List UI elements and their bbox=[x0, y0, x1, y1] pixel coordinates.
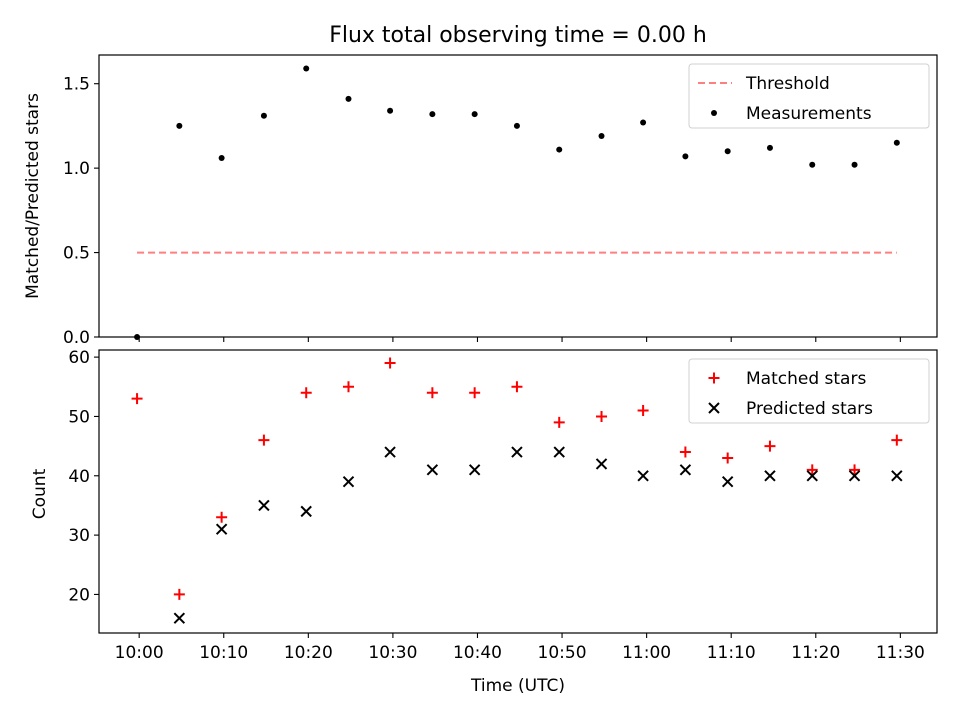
matched-point bbox=[553, 416, 565, 428]
y-tick-label: 60 bbox=[68, 348, 90, 368]
top-y-axis-label: Matched/Predicted stars bbox=[23, 93, 43, 299]
x-tick-label: 11:30 bbox=[876, 643, 925, 663]
bottom-y-axis-label: Count bbox=[30, 468, 50, 519]
matched-point bbox=[342, 381, 354, 393]
predicted-point bbox=[258, 499, 270, 512]
matched-point bbox=[384, 357, 396, 369]
matched-point bbox=[764, 440, 776, 452]
predicted-point bbox=[342, 476, 355, 488]
measurement-point bbox=[218, 155, 225, 162]
matched-point bbox=[173, 588, 185, 600]
matched-point bbox=[426, 387, 438, 399]
predicted-point bbox=[468, 464, 481, 476]
x-tick-label: 11:20 bbox=[791, 643, 840, 663]
matched-point bbox=[679, 446, 691, 458]
x-tick-label: 11:10 bbox=[707, 643, 756, 663]
measurement-point bbox=[724, 148, 731, 155]
y-tick-label: 0.5 bbox=[63, 244, 90, 264]
x-tick-label: 10:10 bbox=[199, 643, 248, 663]
legend-label: Predicted stars bbox=[746, 399, 873, 419]
measurement-point bbox=[176, 122, 183, 129]
measurement-point bbox=[640, 119, 647, 126]
y-tick-label: 30 bbox=[68, 526, 90, 546]
x-tick-label: 10:00 bbox=[115, 643, 164, 663]
legend: Matched stars Predicted stars bbox=[688, 358, 930, 424]
count-panel: 20 30 40 50 60 10:00 10:10 10:20 10:30 10:40 10:50… bbox=[68, 348, 938, 663]
predicted-point bbox=[806, 470, 818, 482]
predicted-point bbox=[764, 470, 776, 482]
x-tick-label: 10:50 bbox=[538, 643, 587, 663]
predicted-point bbox=[679, 464, 692, 476]
matched-point bbox=[469, 387, 481, 399]
legend-predicted-swatch bbox=[708, 402, 720, 414]
measurement-point bbox=[556, 146, 563, 153]
matched-point bbox=[806, 464, 818, 476]
matched-point bbox=[511, 381, 523, 393]
predicted-point bbox=[511, 446, 523, 458]
matched-point bbox=[258, 434, 270, 446]
predicted-point bbox=[848, 470, 861, 482]
measurement-point bbox=[471, 111, 478, 118]
legend-box bbox=[688, 63, 930, 129]
measurement-point bbox=[345, 95, 352, 102]
measurement-point bbox=[766, 144, 773, 151]
matched-point bbox=[891, 434, 903, 446]
legend-label: Threshold bbox=[745, 74, 830, 94]
measurement-point bbox=[513, 122, 520, 129]
x-tick-label: 10:30 bbox=[368, 643, 417, 663]
ratio-panel: 0.0 0.5 1.0 1.5 Threshold Measurements bbox=[63, 54, 938, 348]
matched-point bbox=[722, 452, 734, 464]
predicted-point bbox=[426, 464, 439, 476]
predicted-point bbox=[173, 612, 186, 624]
matched-point bbox=[849, 464, 861, 476]
measurement-point bbox=[851, 161, 858, 168]
x-tick-label: 10:20 bbox=[284, 643, 333, 663]
matched-point bbox=[131, 393, 143, 405]
predicted-point bbox=[384, 446, 396, 458]
measurement-point bbox=[598, 133, 605, 140]
measurement-point bbox=[260, 112, 267, 119]
chart-title: Flux total observing time = 0.00 h bbox=[329, 23, 707, 48]
predicted-point bbox=[595, 458, 608, 470]
y-tick-label: 40 bbox=[68, 467, 90, 487]
x-tick-label: 10:40 bbox=[453, 643, 502, 663]
matched-point bbox=[596, 410, 608, 422]
legend-label: Matched stars bbox=[746, 369, 866, 389]
y-tick-label: 0.0 bbox=[63, 328, 90, 348]
measurement-point bbox=[809, 161, 816, 168]
matched-point bbox=[300, 387, 312, 399]
legend-box bbox=[688, 358, 930, 424]
predicted-point bbox=[553, 446, 565, 458]
predicted-point bbox=[721, 476, 734, 488]
predicted-point bbox=[300, 505, 312, 518]
x-axis-label: Time (UTC) bbox=[470, 676, 565, 696]
legend-measurement-swatch bbox=[711, 110, 717, 116]
y-tick-label: 20 bbox=[68, 585, 90, 605]
predicted-point bbox=[215, 523, 228, 535]
measurement-point bbox=[893, 139, 900, 146]
legend-matched-swatch bbox=[708, 372, 720, 384]
legend: Threshold Measurements bbox=[688, 63, 930, 129]
matched-point bbox=[637, 405, 649, 417]
predicted-point bbox=[637, 470, 649, 482]
measurement-point bbox=[134, 334, 141, 340]
predicted-point bbox=[891, 470, 903, 482]
matched-point bbox=[216, 511, 228, 523]
y-tick-label: 1.0 bbox=[63, 159, 90, 179]
measurement-point bbox=[303, 65, 310, 72]
measurement-point bbox=[387, 107, 394, 114]
measurement-point bbox=[682, 153, 689, 160]
legend-label: Measurements bbox=[746, 104, 872, 124]
y-tick-label: 50 bbox=[68, 407, 90, 427]
y-tick-label: 1.5 bbox=[63, 75, 90, 95]
measurement-point bbox=[429, 111, 436, 118]
x-tick-label: 11:00 bbox=[622, 643, 671, 663]
